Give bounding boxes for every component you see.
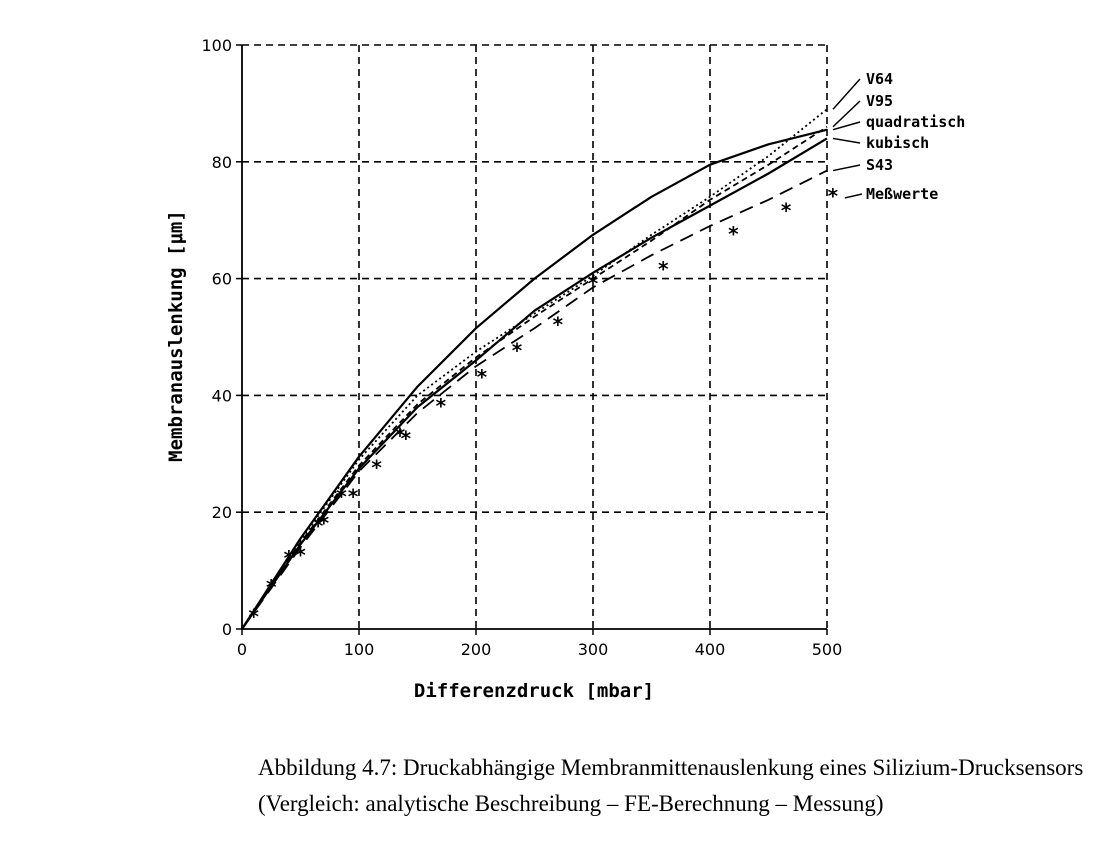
measurement-point: * (348, 485, 359, 509)
measurement-point: * (248, 604, 259, 628)
series-line-v95 (241, 126, 828, 630)
x-tick-label: 500 (812, 640, 843, 659)
y-tick-label: 0 (222, 620, 232, 639)
measurement-point: * (266, 575, 277, 599)
x-tick-label: 300 (578, 640, 609, 659)
caption-line-1: Abbildung 4.7: Druckabhängige Membranmit… (258, 755, 1084, 780)
x-tick-label: 100 (344, 640, 375, 659)
x-axis-title: Differenzdruck [mbar] (414, 680, 654, 702)
legend-label-quadratisch: quadratisch (866, 113, 965, 131)
measurement-point: * (319, 511, 330, 535)
measurement-point: * (781, 199, 792, 223)
measurement-point: * (588, 272, 599, 296)
measurement-point: * (658, 257, 669, 281)
legend-leader-v95 (832, 100, 861, 128)
legend-leader-s43 (832, 164, 861, 172)
y-tick-label: 80 (212, 153, 232, 172)
series-line-quadratisch (241, 128, 828, 630)
measurement-point: * (477, 365, 488, 389)
series-line-s43 (241, 169, 828, 630)
measurement-point: * (313, 514, 324, 538)
y-tick-label: 100 (201, 36, 232, 55)
grid-lines (242, 44, 828, 629)
measurement-point: * (728, 222, 739, 246)
series-line-v64 (241, 108, 828, 630)
series-line-kubisch (241, 137, 828, 630)
measurement-point: * (512, 339, 523, 363)
measurement-point: * (828, 184, 839, 208)
legend-label-s43: S43 (866, 156, 893, 174)
figure-caption: Abbildung 4.7: Druckabhängige Membranmit… (258, 750, 1118, 822)
legend-label-v64: V64 (866, 70, 893, 88)
legend-leader-me-werte (844, 193, 863, 199)
y-axis-title: Membranauslenkung [μm] (165, 210, 187, 462)
measurement-point: * (401, 426, 412, 450)
legend-label-me-werte: Meßwerte (866, 185, 938, 203)
x-tick-label: 0 (237, 640, 247, 659)
legend: V64 V95 quadratisch kubisch S43 Meßwerte (832, 70, 965, 203)
measurement-point: * (295, 543, 306, 567)
y-tick-label: 40 (212, 386, 232, 405)
tick-labels: 0 100 200 300 400 500 0 20 40 60 80 100 (201, 36, 842, 659)
x-tick-label: 200 (461, 640, 492, 659)
y-tick-label: 20 (212, 503, 232, 522)
measurement-point: * (284, 546, 295, 570)
legend-leader-quadratisch (832, 121, 861, 131)
legend-leader-kubisch (832, 137, 861, 144)
axes (236, 44, 828, 635)
measurement-point: * (436, 394, 447, 418)
measurement-markers: *** **** ************* (248, 184, 838, 628)
caption-line-2: (Vergleich: analytische Beschreibung – F… (258, 791, 884, 816)
measurement-point: * (553, 312, 564, 336)
measurement-point: * (395, 423, 406, 447)
legend-label-v95: V95 (866, 92, 893, 110)
y-tick-label: 60 (212, 270, 232, 289)
measurement-point: * (371, 455, 382, 479)
legend-leader-v64 (832, 78, 861, 110)
series-lines (241, 108, 828, 630)
x-tick-label: 400 (695, 640, 726, 659)
measurement-point: * (336, 485, 347, 509)
legend-label-kubisch: kubisch (866, 134, 929, 152)
